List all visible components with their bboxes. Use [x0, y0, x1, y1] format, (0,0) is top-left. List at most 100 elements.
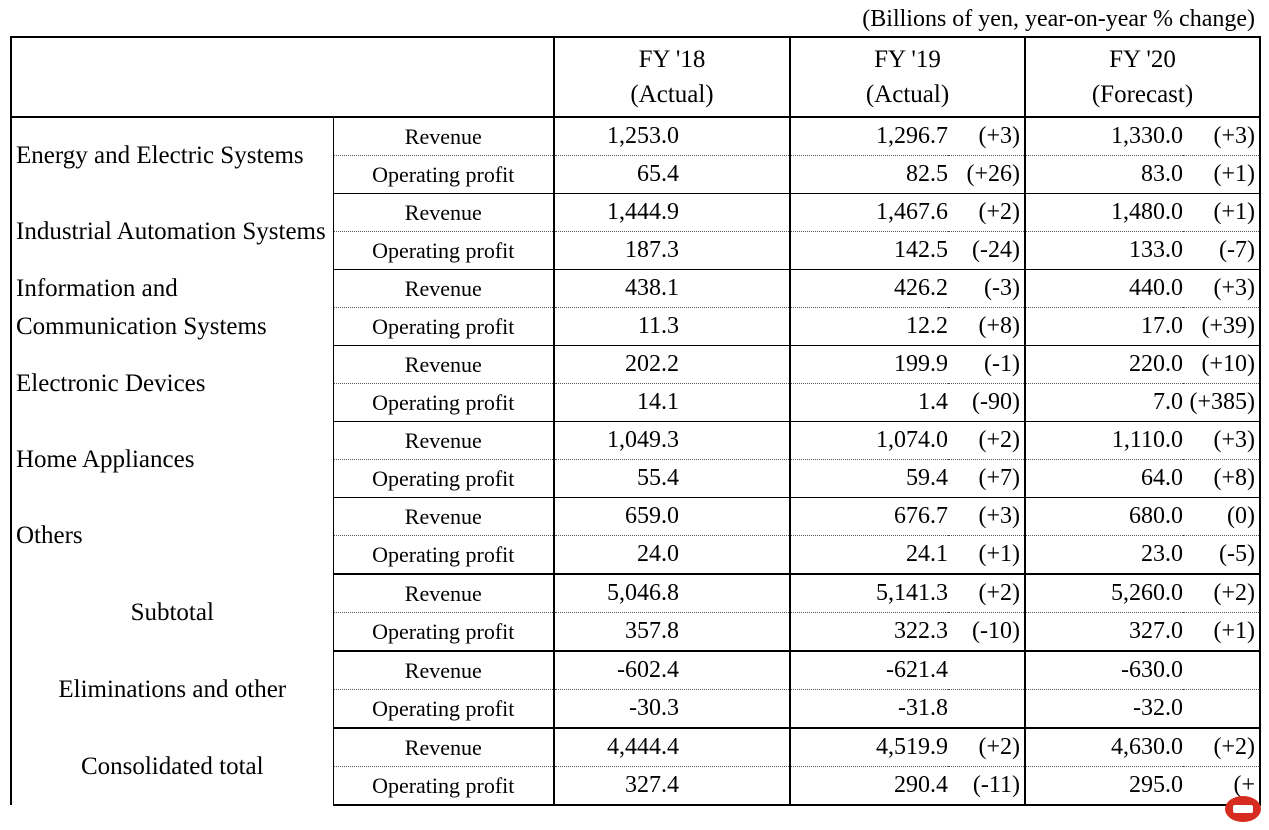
segment-4-revenue-chg20: (+10) — [1183, 345, 1262, 384]
segment-6-revenue-chg20: (0) — [1183, 497, 1262, 536]
subtotal-revenue-fy20: 5,260.0 — [1024, 574, 1184, 613]
segment-2-revenue-chg19: (+2) — [948, 193, 1026, 232]
subtotal-revenue-chg19: (+2) — [948, 574, 1026, 613]
segment-6-revenue-chg19: (+3) — [948, 497, 1026, 536]
segment-4-op-label: Operating profit — [333, 383, 554, 422]
consolidated-op-fy20: 295.0 — [1024, 766, 1184, 806]
segment-5-op-fy19: 59.4 — [789, 459, 948, 498]
header-fy20-kind: (Forecast) — [1091, 81, 1194, 108]
segment-4-op-fy19: 1.4 — [789, 383, 948, 422]
segment-1-revenue-chg20: (+3) — [1183, 117, 1262, 156]
segment-6-op-fy19: 24.1 — [789, 535, 948, 575]
segment-4-op-row: Operating profit 14.1 1.4 (-90) 7.0 (+385) — [11, 383, 1262, 422]
segment-4-revenue-row: Electronic Devices Revenue 202.2 199.9 (-1) 2… — [10, 345, 1262, 422]
consolidated-op-fy18: 327.4 — [553, 766, 790, 806]
segment-4-op-fy18: 14.1 — [553, 383, 790, 422]
segment-1-revenue-fy18: 1,253.0 — [553, 117, 790, 156]
segment-1-op-chg19: (+26) — [948, 155, 1026, 194]
segment-5-op-label: Operating profit — [333, 459, 554, 498]
segment-6-revenue-fy19: 676.7 — [789, 497, 948, 536]
segment-4-revenue-label: Revenue — [333, 345, 554, 384]
subtotal-op-chg20: (+1) — [1183, 612, 1262, 652]
segment-3-revenue-fy20: 440.0 — [1024, 269, 1184, 308]
segment-6-revenue-fy18: 659.0 — [553, 497, 790, 536]
eliminations-revenue-row: Eliminations and other Revenue -602.4 -621.… — [10, 651, 1262, 728]
segment-1-revenue-chg19: (+3) — [948, 117, 1026, 156]
header-fy18-kind: (Actual) — [630, 81, 714, 108]
segment-6-op-fy18: 24.0 — [553, 535, 790, 575]
segment-3-op-fy18: 11.3 — [553, 307, 790, 346]
segment-3-revenue-chg19: (-3) — [948, 269, 1026, 308]
consolidated-revenue-label: Revenue — [333, 728, 554, 767]
segment-2-revenue-label: Revenue — [333, 193, 554, 232]
eliminations-revenue-chg20 — [1183, 651, 1262, 690]
segment-5-revenue-fy20: 1,110.0 — [1024, 421, 1184, 460]
segment-1-op-fy19: 82.5 — [789, 155, 948, 194]
segment-1-op-row: Operating profit 65.4 82.5 (+26) 83.0 (+1) — [11, 155, 1262, 194]
segment-1-revenue-label: Revenue — [333, 117, 554, 156]
segment-4-revenue-fy20: 220.0 — [1024, 345, 1184, 384]
segment-2-segment-name: Industrial Automation Systems — [10, 193, 334, 270]
segment-1-op-label: Operating profit — [333, 155, 554, 194]
segment-4-revenue-fy19: 199.9 — [789, 345, 948, 384]
segment-2-op-row: Operating profit 187.3 142.5 (-24) 133.0 (-7) — [11, 231, 1262, 270]
segment-5-revenue-chg20: (+3) — [1183, 421, 1262, 460]
eliminations-revenue-label: Revenue — [333, 651, 554, 690]
segment-2-revenue-fy20: 1,480.0 — [1024, 193, 1184, 232]
consolidated-revenue-fy20: 4,630.0 — [1024, 728, 1184, 767]
segment-2-revenue-chg20: (+1) — [1183, 193, 1262, 232]
segment-5-op-chg20: (+8) — [1183, 459, 1262, 498]
segment-2-op-fy20: 133.0 — [1024, 231, 1184, 270]
consolidated-revenue-row: Consolidated total Revenue 4,444.4 4,519.9(… — [10, 728, 1262, 805]
segment-2-revenue-row: Industrial Automation Systems Revenue 1,44… — [10, 193, 1262, 270]
segment-6-revenue-row: Others Revenue 659.0 676.7 (+3) 680.0 (0) — [10, 497, 1262, 574]
segment-3-op-fy20: 17.0 — [1024, 307, 1184, 346]
segment-5-revenue-fy19: 1,074.0 — [789, 421, 948, 460]
segment-5-op-fy18: 55.4 — [553, 459, 790, 498]
subtotal-op-fy18: 357.8 — [553, 612, 790, 652]
consolidated-op-label: Operating profit — [333, 766, 554, 806]
subtotal-revenue-chg20: (+2) — [1183, 574, 1262, 613]
eliminations-op-row: Operating profit -30.3 -31.8 -32.0 — [11, 689, 1262, 729]
subtotal-op-row: Operating profit 357.8 322.3 (-10) 327.0 (+1) — [11, 612, 1262, 652]
segment-5-revenue-row: Home Appliances Revenue 1,049.3 1,074.0 (+2)… — [10, 421, 1262, 498]
header-row: FY '18 (Actual) FY '19 (Actual) FY '20 (… — [10, 36, 1262, 118]
header-fy19-kind: (Actual) — [865, 81, 950, 108]
segment-6-op-fy20: 23.0 — [1024, 535, 1184, 575]
unit-note: (Billions of yen, year-on-year % change) — [862, 6, 1255, 32]
segment-1-segment-name: Energy and Electric Systems — [10, 117, 334, 194]
segment-6-op-chg19: (+1) — [948, 535, 1026, 575]
eliminations-op-chg19 — [948, 689, 1026, 729]
segment-2-op-label: Operating profit — [333, 231, 554, 270]
segment-3-revenue-fy18: 438.1 — [553, 269, 790, 308]
segment-1-op-fy20: 83.0 — [1024, 155, 1184, 194]
segment-4-revenue-chg19: (-1) — [948, 345, 1026, 384]
financial-table: FY '18 (Actual) FY '19 (Actual) FY '20 (… — [10, 36, 1262, 806]
eliminations-op-label: Operating profit — [333, 689, 554, 729]
segment-1-op-fy18: 65.4 — [553, 155, 790, 194]
eliminations-revenue-fy20: -630.0 — [1024, 651, 1184, 690]
consolidated-revenue-chg19: (+2) — [948, 728, 1026, 767]
header-fy20-year: FY '20 — [1109, 46, 1176, 73]
segment-3-op-fy19: 12.2 — [789, 307, 948, 346]
segment-1-revenue-fy19: 1,296.7 — [789, 117, 948, 156]
header-fy19-year: FY '19 — [874, 46, 941, 73]
segment-5-op-row: Operating profit 55.4 59.4 (+7) 64.0 (+8) — [11, 459, 1262, 498]
segment-1-op-chg20: (+1) — [1183, 155, 1262, 194]
subtotal-segment-name: Subtotal — [10, 574, 334, 651]
subtotal-op-label: Operating profit — [333, 612, 554, 652]
eliminations-op-chg20 — [1183, 689, 1262, 729]
consolidated-revenue-fy18: 4,444.4 — [553, 728, 790, 767]
segment-5-op-fy20: 64.0 — [1024, 459, 1184, 498]
consolidated-revenue-fy19: 4,519.9 — [789, 728, 948, 767]
segment-5-revenue-chg19: (+2) — [948, 421, 1026, 460]
segment-4-op-chg19: (-90) — [948, 383, 1026, 422]
segment-2-revenue-fy19: 1,467.6 — [789, 193, 948, 232]
segment-2-revenue-fy18: 1,444.9 — [553, 193, 790, 232]
segment-2-op-chg20: (-7) — [1183, 231, 1262, 270]
segment-3-op-row: Operating profit 11.3 12.2 (+8) 17.0 (+39) — [11, 307, 1262, 346]
consolidated-op-row: Operating profit 327.4 290.4 (-11) 295.0 (+ — [11, 766, 1262, 806]
segment-5-segment-name: Home Appliances — [10, 421, 334, 498]
header-fy19: FY '19 (Actual) — [788, 36, 1026, 118]
segment-6-revenue-fy20: 680.0 — [1024, 497, 1184, 536]
